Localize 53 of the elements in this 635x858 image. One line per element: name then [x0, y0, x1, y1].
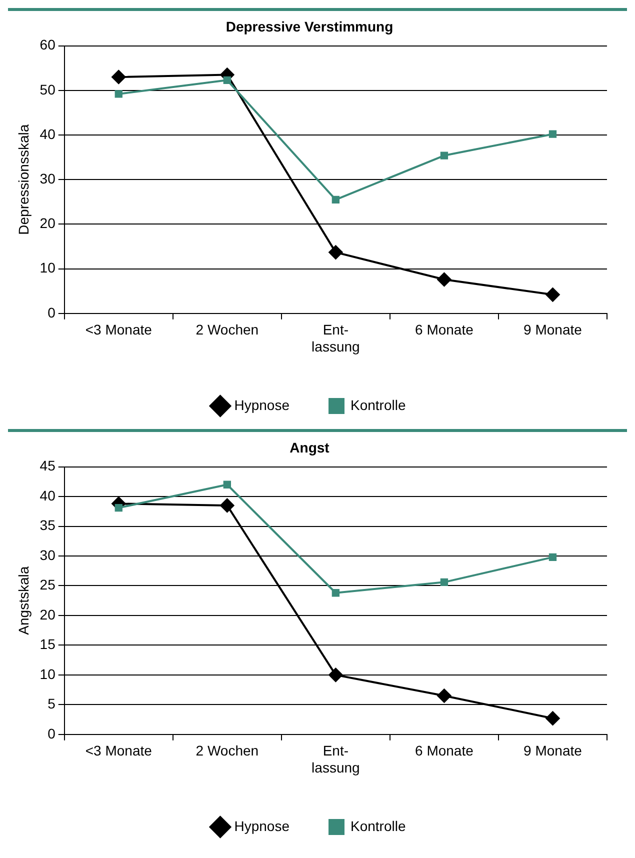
y-tick-label: 25 [40, 576, 56, 593]
point [546, 288, 560, 302]
x-tick-label: Ent- lassung [312, 322, 360, 354]
point [220, 498, 234, 512]
x-tick-label: 2 Wochen [196, 322, 259, 338]
point [332, 196, 340, 204]
point [437, 272, 452, 287]
x-tick-label: 6 Monate [415, 742, 474, 759]
y-tick-label: 20 [40, 215, 56, 232]
point [114, 504, 122, 512]
point [112, 70, 126, 84]
point [548, 553, 557, 562]
y-tick-label: 40 [40, 126, 56, 142]
y-tick-label: 5 [48, 696, 56, 712]
point [223, 480, 231, 488]
point [546, 711, 560, 726]
x-tick-label: 2 Wochen [196, 742, 259, 759]
legend-label: Hypnose [234, 396, 290, 413]
y-tick-label: 0 [48, 725, 56, 742]
y-tick-label: 40 [40, 487, 56, 504]
point [328, 668, 343, 682]
chart-title: Depressive Verstimmung [226, 18, 394, 34]
y-tick-label: 0 [48, 304, 56, 320]
y-tick-label: 10 [40, 666, 56, 682]
y-tick-label: 10 [40, 260, 56, 276]
y-tick-label: 15 [40, 636, 56, 652]
point [437, 688, 452, 703]
point [440, 152, 448, 160]
point [114, 90, 122, 98]
legend-label: Kontrolle [350, 396, 406, 413]
y-tick-label: 30 [40, 546, 56, 563]
point [332, 589, 340, 597]
point [440, 578, 448, 586]
point [328, 245, 343, 260]
x-tick-label: 6 Monate [415, 322, 474, 338]
point [223, 76, 231, 84]
y-tick-label: 45 [40, 458, 56, 474]
x-tick-label: 9 Monate [524, 322, 582, 338]
y-axis-title: Angstskala [15, 566, 32, 635]
x-tick-label: <3 Monate [85, 322, 152, 338]
y-tick-label: 60 [40, 36, 56, 53]
y-axis-title: Depressionsskala [15, 124, 32, 235]
chart-title: Angst [290, 439, 330, 456]
x-tick-label: <3 Monate [85, 742, 152, 759]
y-tick-label: 50 [40, 81, 56, 98]
point [548, 130, 557, 138]
x-tick-label: Ent- lassung [312, 742, 360, 776]
legend-label: Hypnose [234, 818, 290, 834]
x-tick-label: 9 Monate [524, 742, 582, 759]
y-tick-label: 20 [40, 606, 56, 622]
y-tick-label: 35 [40, 517, 56, 534]
y-tick-label: 30 [40, 170, 56, 186]
legend-label: Kontrolle [350, 818, 406, 834]
